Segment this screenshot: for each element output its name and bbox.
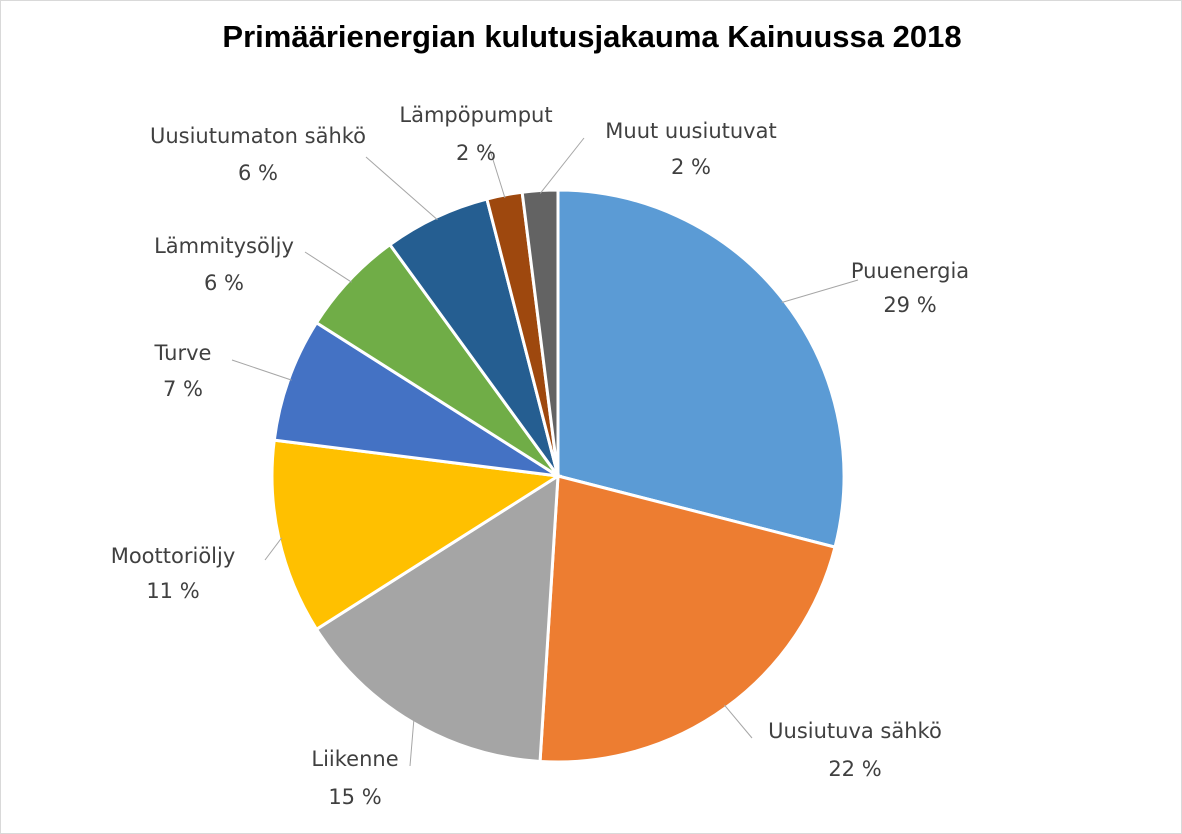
leader-line-2: [724, 704, 753, 739]
slice-value-label: 2 %: [456, 141, 496, 165]
slice-value-label: 6 %: [204, 271, 244, 295]
leader-line-5: [231, 359, 292, 381]
leader-line-8: [489, 149, 506, 199]
slice-value-label: 2 %: [671, 155, 711, 179]
slice-value-label: 29 %: [883, 293, 936, 317]
slice-name-label: Uusiutuva sähkö: [768, 719, 942, 743]
pie-slice-3: [314, 473, 560, 764]
leader-line-9: [539, 137, 585, 194]
pie-slice-4: [270, 438, 563, 632]
slice-name-label: Lämpöpumput: [399, 103, 552, 127]
slice-value-label: 6 %: [238, 161, 278, 185]
slice-value-label: 7 %: [163, 377, 203, 401]
chart-title: Primäärienergian kulutusjakauma Kainuuss…: [222, 19, 962, 54]
slice-name-label: Turve: [154, 341, 212, 365]
pie-slice-1: [556, 188, 846, 549]
leader-line-3: [409, 719, 415, 767]
slice-name-label: Liikenne: [311, 747, 398, 771]
pie-slice-9: [520, 188, 560, 477]
leader-line-7: [365, 156, 438, 221]
slice-name-label: Muut uusiutuvat: [605, 119, 776, 143]
leader-line-4: [264, 537, 283, 561]
slice-value-label: 15 %: [328, 785, 381, 809]
slice-name-label: Uusiutumaton sähkö: [150, 124, 366, 148]
slice-value-label: 11 %: [146, 579, 199, 603]
leader-line-6: [304, 251, 352, 283]
slice-name-label: Moottoriöljy: [111, 544, 236, 568]
slice-value-label: 22 %: [828, 757, 881, 781]
leader-line-1: [781, 279, 859, 303]
slice-name-label: Lämmitysöljy: [154, 234, 294, 258]
slice-name-label: Puuenergia: [851, 259, 969, 283]
